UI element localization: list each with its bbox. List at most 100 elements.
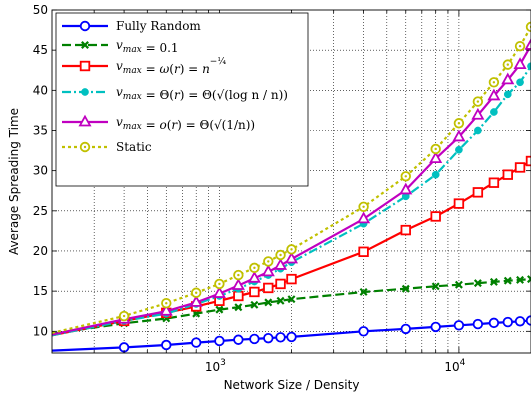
- data-point: [358, 326, 369, 337]
- data-point: [503, 90, 512, 99]
- data-point-center: [506, 63, 509, 66]
- data-point: [276, 296, 285, 305]
- legend-label: vmax = Θ(r) = Θ(√(log n / n)): [116, 85, 288, 102]
- y-tick-label: 30: [33, 164, 48, 178]
- data-point: [524, 37, 531, 50]
- data-point: [247, 270, 261, 283]
- data-point: [525, 315, 531, 326]
- y-tick-label: 35: [33, 123, 48, 137]
- axes: 10 15 20 25 30 35 40 45 50 103 104 Network Size / D…: [7, 3, 531, 392]
- data-point: [287, 295, 296, 304]
- data-point: [358, 246, 369, 257]
- data-point: [454, 280, 463, 289]
- data-point: [429, 151, 443, 164]
- data-point: [274, 258, 288, 270]
- data-point: [263, 332, 274, 344]
- y-tick-label: 20: [33, 244, 48, 258]
- data-point: [189, 295, 203, 307]
- series-5: [52, 21, 531, 334]
- data-point-center: [290, 248, 293, 251]
- data-point: [233, 334, 244, 345]
- legend-label: Static: [116, 140, 152, 154]
- data-point: [79, 60, 91, 72]
- plot-frame: [51, 9, 531, 354]
- data-point: [502, 316, 513, 328]
- data-point-center: [362, 205, 365, 209]
- data-point: [503, 276, 512, 285]
- legend-entry-vmax_omega: vmax = ω(r) = n−¼: [62, 56, 226, 76]
- data-point: [78, 114, 92, 127]
- data-point: [453, 198, 465, 209]
- data-point: [249, 333, 260, 345]
- data-point: [502, 169, 513, 180]
- data-point: [514, 316, 526, 327]
- data-point: [261, 264, 275, 277]
- data-point: [473, 279, 482, 288]
- data-point: [233, 290, 244, 302]
- data-point: [501, 72, 515, 85]
- data-point: [525, 155, 531, 167]
- plot-series: [52, 21, 531, 353]
- data-point: [527, 62, 531, 71]
- data-point: [275, 278, 286, 290]
- data-point: [190, 337, 202, 348]
- data-point: [430, 211, 441, 222]
- data-point: [430, 321, 441, 333]
- data-point: [215, 305, 224, 314]
- data-point-center: [518, 44, 522, 48]
- data-point: [452, 129, 466, 142]
- y-tick-label: 40: [33, 83, 48, 97]
- data-point: [81, 88, 89, 96]
- legend-label: vmax = ω(r) = n−¼: [116, 56, 226, 76]
- data-point: [231, 278, 245, 290]
- data-point: [474, 126, 482, 135]
- data-point: [159, 303, 173, 316]
- data-point: [472, 187, 484, 198]
- data-point: [488, 317, 500, 329]
- data-point: [400, 323, 411, 335]
- data-point: [249, 286, 260, 298]
- legend-entry-vmax_01: vmax = 0.1: [62, 38, 179, 55]
- x-axis-label: Network Size / Density: [224, 378, 360, 392]
- x-tick-label: 103: [205, 358, 226, 374]
- data-point: [516, 78, 524, 87]
- data-point: [161, 339, 172, 351]
- data-point-center: [476, 100, 480, 103]
- data-point: [488, 177, 500, 188]
- data-point: [212, 286, 226, 298]
- data-point-center: [404, 175, 407, 178]
- legend-box: [55, 12, 309, 187]
- data-point: [527, 275, 531, 284]
- data-point-center: [194, 291, 198, 294]
- data-point: [401, 284, 410, 293]
- data-point: [489, 277, 498, 286]
- data-point: [284, 251, 299, 264]
- legend-entry-fully_random: Fully Random: [62, 19, 201, 33]
- data-point-center: [279, 253, 282, 257]
- data-point: [525, 21, 531, 33]
- data-point-center: [83, 145, 87, 149]
- data-point-center: [457, 122, 461, 125]
- data-point: [81, 41, 89, 49]
- y-tick-label: 15: [33, 284, 48, 298]
- legend-entry-vmax_theta: vmax = Θ(r) = Θ(√(log n / n)): [62, 85, 288, 102]
- data-point-center: [122, 314, 126, 318]
- data-point: [250, 300, 259, 309]
- data-point: [399, 182, 413, 195]
- data-point: [286, 331, 297, 343]
- y-tick-label: 45: [33, 43, 48, 57]
- y-tick-label: 50: [33, 3, 48, 17]
- data-point-center: [253, 266, 256, 270]
- data-point: [472, 318, 484, 330]
- data-point: [286, 273, 297, 285]
- data-point-center: [218, 282, 221, 286]
- data-point: [264, 298, 273, 307]
- data-point: [275, 332, 286, 343]
- data-point: [359, 287, 368, 296]
- series-0: [52, 315, 531, 353]
- data-point-center: [267, 260, 270, 263]
- data-point: [400, 224, 411, 236]
- legend-label: Fully Random: [116, 19, 201, 33]
